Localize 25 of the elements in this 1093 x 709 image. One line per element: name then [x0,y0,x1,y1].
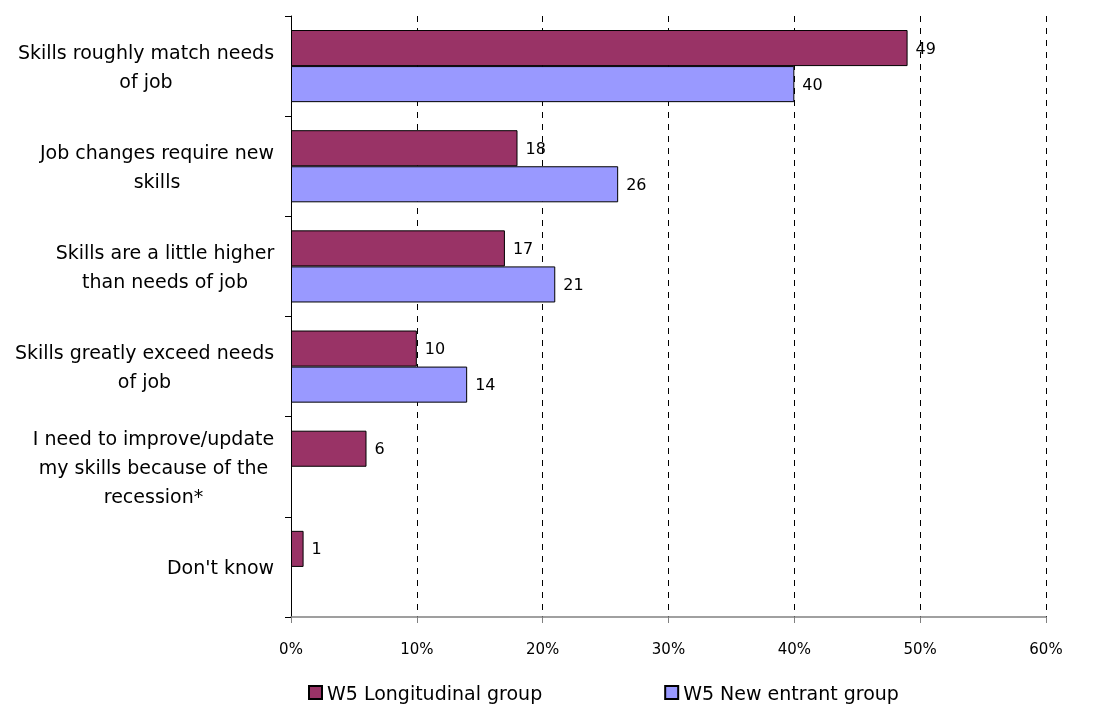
data-label: 14 [475,375,496,395]
x-tick-label: 50% [903,639,937,658]
y-tick-label: Don't know [166,555,275,578]
data-label: 26 [626,174,647,194]
data-label: 49 [915,38,936,58]
data-label: 40 [802,74,823,94]
y-tick-label: Skills greatly exceed needs of job [14,341,275,393]
data-label: 1 [311,539,322,559]
x-tick-label: 30% [651,639,686,658]
legend-label: W5 New entrant group [683,681,899,704]
x-tick-label: 20% [525,639,560,658]
data-label: 18 [525,138,546,158]
data-label: 17 [512,238,534,258]
x-tick-label: 10% [400,639,434,658]
data-label: 6 [374,439,385,459]
y-tick-label: Skills roughly match needs of job [17,40,275,92]
x-tick-label: 0% [279,639,303,658]
x-tick-label: 60% [1029,639,1063,658]
y-tick-label: I need to improve/update my skills because of the recession* [32,426,275,507]
data-label: 10 [424,339,446,359]
y-tick-label: Skills are a little higher than needs of job [55,240,275,292]
legend-label: W5 Longitudinal group [327,681,543,704]
data-label: 21 [563,274,584,294]
x-tick-label: 40% [777,639,812,658]
y-tick-label: Job changes require new skills [38,140,275,192]
